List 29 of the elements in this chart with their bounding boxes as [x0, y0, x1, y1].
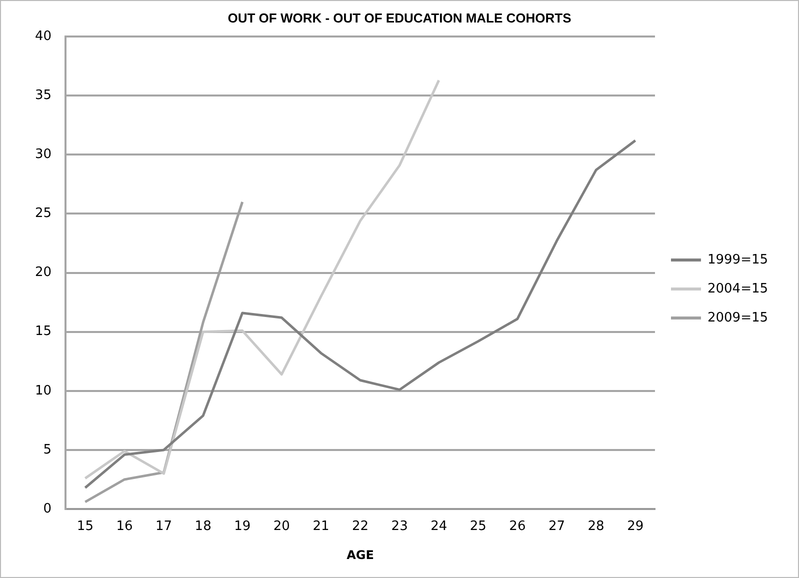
- legend-label: 2009=15: [707, 310, 768, 326]
- y-tick-label: 20: [34, 265, 52, 280]
- legend-label: 1999=15: [707, 252, 768, 268]
- y-tick-label: 0: [43, 501, 52, 516]
- x-tick-label: 15: [76, 519, 94, 534]
- chart-title: OUT OF WORK - OUT OF EDUCATION MALE COHORTS: [228, 10, 572, 26]
- y-tick-label: 30: [34, 147, 52, 162]
- x-tick-label: 21: [312, 519, 330, 534]
- x-tick-label: 16: [116, 519, 133, 534]
- x-tick-label: 19: [234, 519, 251, 534]
- legend-label: 2004=15: [707, 281, 768, 296]
- x-tick-label: 20: [273, 519, 290, 534]
- x-tick-label: 18: [194, 519, 212, 534]
- x-tick-label: 24: [430, 519, 448, 534]
- x-tick-label: 25: [470, 519, 486, 534]
- x-tick-label: 22: [352, 519, 369, 534]
- y-tick-label: 15: [34, 324, 52, 340]
- y-tick-label: 25: [34, 206, 52, 222]
- y-tick-label: 40: [34, 28, 52, 44]
- x-tick-label: 27: [548, 519, 566, 534]
- y-tick-label: 5: [43, 442, 52, 458]
- x-tick-label: 28: [588, 519, 604, 534]
- x-tick-label: 17: [156, 519, 172, 534]
- x-tick-label: 29: [627, 519, 644, 534]
- x-tick-label: 26: [509, 519, 526, 534]
- y-tick-label: 10: [34, 383, 52, 398]
- x-axis-title: AGE: [346, 548, 374, 562]
- y-tick-label: 35: [34, 88, 52, 104]
- x-tick-label: 23: [391, 519, 408, 534]
